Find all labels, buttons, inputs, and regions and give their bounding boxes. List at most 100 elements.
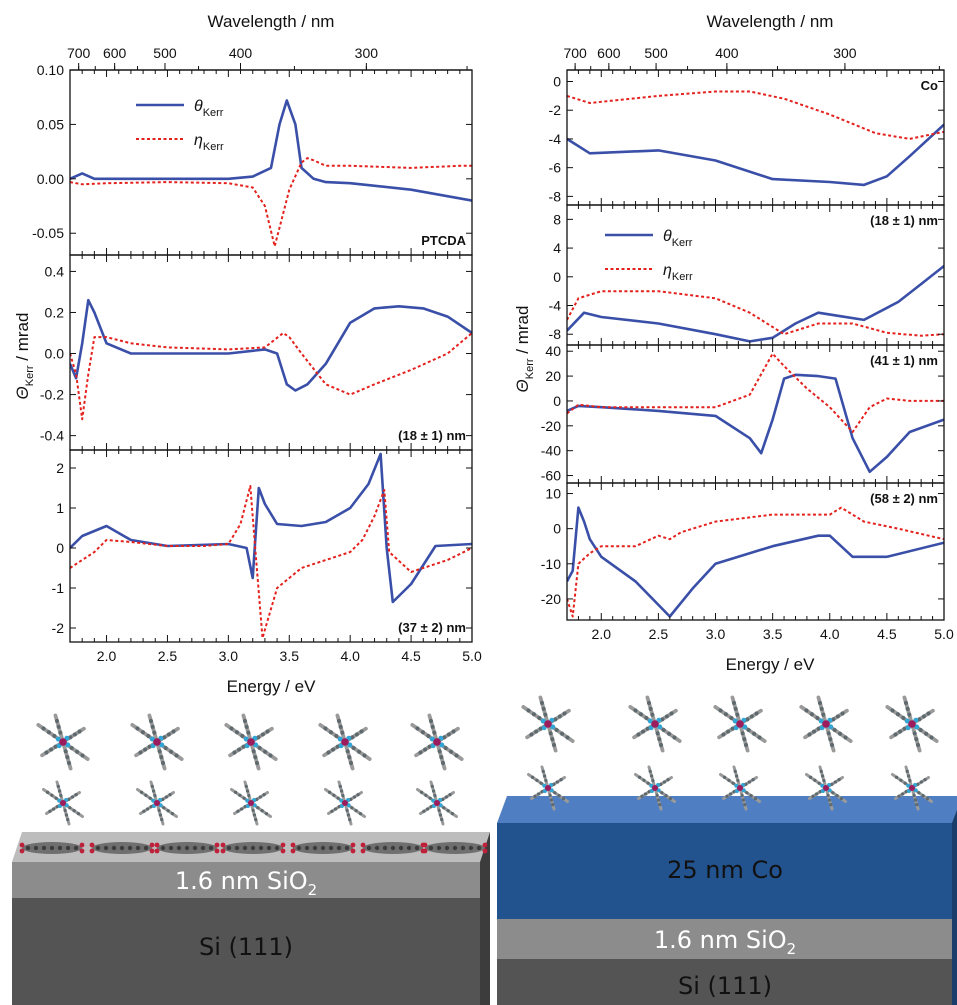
theta-kerr-series-line (567, 125, 944, 185)
y-tick-label: -6 (549, 160, 562, 176)
y-tick-label: -2 (52, 620, 65, 636)
molecule-icon (412, 715, 461, 768)
right-slab-side (952, 810, 957, 1005)
panel-label: Co (921, 78, 938, 93)
left-top-axis-title: Wavelength / nm (208, 12, 335, 31)
molecule-icon (801, 697, 850, 750)
left-y-axis-title: ΘKerr / mrad (13, 313, 36, 400)
theta-kerr-series-line (567, 375, 944, 472)
y-tick-label: 0 (553, 521, 561, 537)
top-tick-label: 300 (355, 45, 379, 61)
eta-kerr-series-line (70, 486, 472, 638)
right-y-axis-unit: / mrad (513, 306, 532, 359)
chart-panel-6: 40 20 0 -20 -40 -60 (41 ± 1) nm (541, 343, 944, 483)
legend-subscript: Kerr (203, 107, 224, 119)
y-tick-label: 0 (56, 540, 64, 556)
theta-kerr-series-line (70, 300, 472, 390)
theta-kerr-series-line (567, 508, 944, 617)
y-tick-label: 0 (553, 393, 561, 409)
theta-legend-label: θKerr (194, 98, 224, 119)
left-y-axis-subscript: Kerr (24, 365, 36, 386)
x-tick-label: 3.0 (219, 648, 239, 664)
x-tick-label: 3.5 (763, 626, 783, 642)
right-substrate-schematic: 25 nm Co 1.6 nm SiO2 Si (111) (497, 697, 957, 1005)
y-tick-label: 10 (545, 486, 561, 502)
top-tick-label: 600 (597, 45, 621, 61)
eta-kerr-series-line (567, 508, 944, 617)
x-tick-label: 2.5 (158, 648, 178, 664)
right-co-label: 25 nm Co (667, 856, 783, 884)
right-sio2-subscript: 2 (787, 940, 797, 958)
chart-panel-2: -0.4 -0.2 0.0 0.2 0.4 (18 ± 1) nm (40, 255, 472, 450)
panel-label: (18 ± 1) nm (870, 213, 938, 228)
panel-label: (58 ± 2) nm (870, 491, 938, 506)
y-tick-label: 0 (553, 269, 561, 285)
top-tick-label: 600 (103, 45, 127, 61)
y-tick-label: -60 (541, 468, 561, 484)
chart-panel-5: 840-4-8(18 ± 1) nmθKerrηKerr (549, 205, 944, 345)
y-tick-label: -1 (52, 580, 65, 596)
molecule-icon (232, 782, 271, 824)
x-tick-label: 2.5 (649, 626, 669, 642)
y-tick-label: -20 (541, 591, 561, 607)
y-tick-label: 20 (545, 368, 561, 384)
molecule-icon (630, 697, 679, 750)
right-y-axis-subscript: Kerr (524, 358, 536, 379)
x-tick-label: 4.5 (877, 626, 897, 642)
y-tick-label: -40 (541, 443, 561, 459)
right-sio2-text: 1.6 nm SiO (654, 926, 787, 954)
legend-subscript: Kerr (672, 237, 693, 249)
eta-legend-label: ηKerr (663, 262, 693, 283)
top-tick-label: 400 (715, 45, 739, 61)
left-sio2-label: 1.6 nm SiO2 (175, 867, 317, 899)
x-tick-label: 4.5 (401, 648, 421, 664)
eta-kerr-series-line (70, 333, 472, 419)
chart-panel-3: -2 -1 0 1 2 2.0 2.5 3.0 3.5 4.0 4.5 5.0 (37 ± 2) nm (52, 450, 482, 664)
right-top-axis-title: Wavelength / nm (707, 12, 834, 31)
y-tick-label: -4 (549, 131, 562, 147)
left-bottom-axis-title: Energy / eV (227, 677, 316, 696)
top-tick-label: 700 (67, 45, 91, 61)
molecule-icon (326, 782, 365, 824)
legend-symbol: η (194, 132, 203, 149)
y-tick-label: -2 (549, 102, 562, 118)
chart-panel-4: 0 -2 -4 -6 -8 700 600 500 400 300 Co (549, 45, 944, 205)
legend-subscript: Kerr (672, 271, 693, 283)
left-substrate-schematic: 1.6 nm SiO2 Si (111) (12, 715, 490, 1005)
y-tick-label: 0.2 (45, 304, 65, 320)
theta-legend-label: θKerr (663, 228, 693, 249)
top-tick-label: 700 (563, 45, 587, 61)
y-tick-label: -0.4 (40, 428, 64, 444)
y-tick-label: 0.00 (37, 171, 64, 187)
y-tick-label: -4 (549, 298, 562, 314)
x-tick-label: 5.0 (462, 648, 482, 664)
molecule-icon (226, 715, 275, 768)
eta-kerr-series-line (567, 291, 944, 336)
theta-kerr-series-line (70, 101, 472, 201)
molecule-icon (715, 697, 764, 750)
legend-symbol: θ (663, 228, 672, 245)
legend-subscript: Kerr (203, 141, 224, 153)
molecule-icon (418, 782, 457, 824)
panel-frame (567, 70, 944, 205)
right-bottom-axis-title: Energy / eV (726, 655, 815, 674)
x-tick-label: 2.0 (592, 626, 612, 642)
molecule-icon (523, 697, 572, 750)
left-sio2-subscript: 2 (308, 881, 318, 899)
molecule-icon (320, 715, 369, 768)
panel-label: (37 ± 2) nm (398, 620, 466, 635)
left-y-axis-symbol: Θ (13, 386, 32, 399)
top-tick-label: 500 (153, 45, 177, 61)
panel-label: (18 ± 1) nm (398, 428, 466, 443)
molecule-icon (887, 697, 936, 750)
y-tick-label: -0.2 (40, 387, 64, 403)
x-tick-label: 2.0 (97, 648, 117, 664)
top-tick-label: 500 (644, 45, 668, 61)
y-tick-label: 1 (56, 500, 64, 516)
y-tick-label: 8 (553, 211, 561, 227)
theta-kerr-series-line (567, 266, 944, 341)
y-tick-label: 4 (553, 240, 561, 256)
